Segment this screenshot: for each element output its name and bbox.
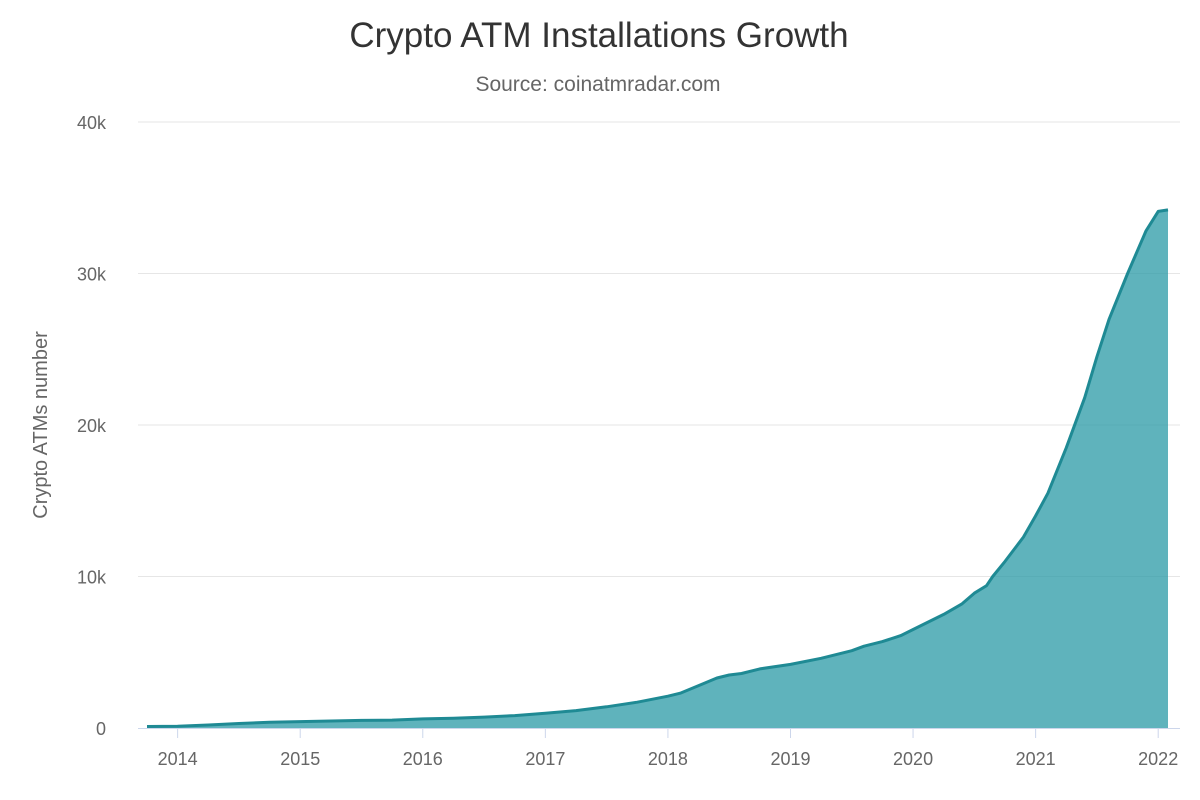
x-axis-ticks: 2014 2015 2016 2017 2018 2019 2020 2021 2022 — [158, 728, 1178, 769]
x-tick-label: 2015 — [280, 749, 320, 769]
chart-title: Crypto ATM Installations Growth — [349, 16, 848, 55]
gridlines — [138, 121, 1180, 577]
y-tick-label: 30k — [77, 265, 107, 285]
y-tick-label: 20k — [77, 416, 107, 436]
series-line — [146, 208, 1169, 728]
y-axis-title: Crypto ATMs number — [30, 331, 52, 519]
y-tick-label: 40k — [77, 113, 107, 133]
x-tick-label: 2022 — [1138, 749, 1178, 769]
x-tick-label: 2020 — [893, 749, 933, 769]
x-tick-label: 2017 — [525, 749, 565, 769]
x-tick-label: 2018 — [648, 749, 688, 769]
area-fill — [147, 209, 1168, 728]
plot-area — [146, 208, 1169, 728]
x-tick-label: 2016 — [403, 749, 443, 769]
y-tick-label: 0 — [96, 719, 106, 739]
x-tick-label: 2014 — [158, 749, 198, 769]
y-tick-label: 10k — [77, 568, 107, 588]
y-axis-ticks: 0 10k 20k 30k 40k — [77, 113, 107, 739]
x-tick-label: 2021 — [1016, 749, 1056, 769]
chart-subtitle: Source: coinatmradar.com — [475, 73, 720, 96]
x-tick-label: 2019 — [770, 749, 810, 769]
